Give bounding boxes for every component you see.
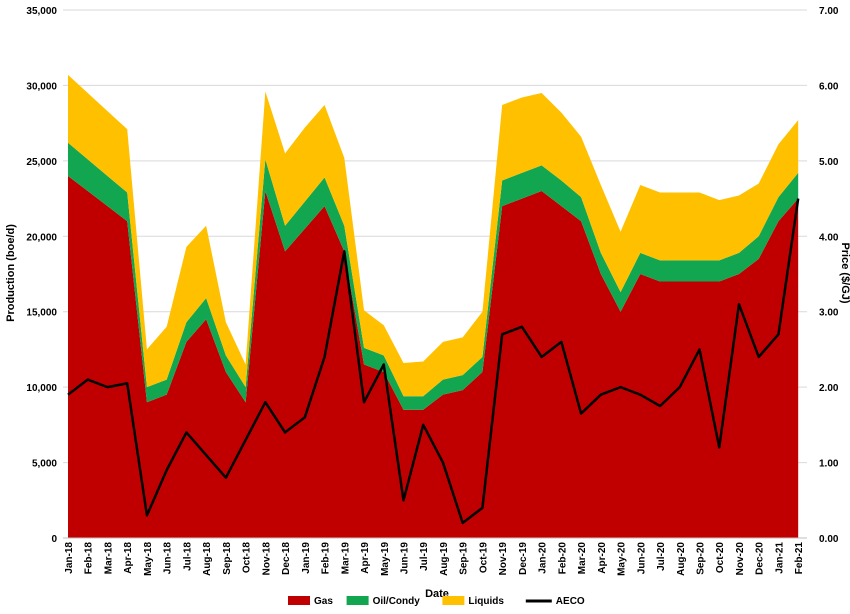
x-tick-label: Jul-20: [656, 542, 667, 571]
x-tick-label: Feb-18: [84, 542, 95, 575]
y-tick-label: 10,000: [26, 383, 57, 394]
y2-tick-label: 3.00: [819, 308, 839, 319]
x-tick-label: Aug-18: [202, 542, 213, 576]
x-tick-label: May-18: [143, 542, 154, 576]
x-tick-label: Apr-19: [360, 542, 371, 574]
x-axis-ticks: Jan-18 Feb-18 Mar-18 Apr-18 May-18 Jun-18 Jul-…: [63, 537, 807, 576]
y2-tick-label: 7.00: [819, 6, 839, 17]
area-oil-condy: [68, 142, 799, 410]
x-tick-label: May-20: [617, 542, 628, 576]
x-tick-label: Mar-18: [103, 542, 114, 575]
left-axis-ticks: 0 5,000 10,000 15,000 20,000 25,000 30,000 35,0…: [26, 6, 57, 545]
x-tick-label: Jan-19: [301, 542, 312, 574]
x-tick-label: Nov-19: [498, 542, 509, 576]
x-tick-label: Dec-18: [281, 542, 292, 575]
y2-tick-label: 2.00: [819, 383, 839, 394]
x-tick-label: Feb-20: [557, 542, 568, 575]
x-tick-label: Apr-20: [597, 542, 608, 574]
y2-axis-title: Price ($/GJ): [839, 242, 850, 303]
legend-swatch-gas: [288, 596, 310, 605]
aeco-price-line: [67, 198, 800, 525]
line-aeco: [67, 198, 800, 525]
x-tick-label: Nov-18: [261, 542, 272, 576]
y-axis-title: Production (boe/d): [5, 224, 17, 322]
right-axis-ticks: 0.00 1.00 2.00 3.00 4.00 5.00 6.00 7.00: [819, 6, 839, 545]
x-tick-label: Jun-19: [399, 542, 410, 575]
y-tick-label: 30,000: [26, 81, 57, 92]
x-tick-label: Jul-19: [419, 542, 430, 571]
y-tick-label: 5,000: [32, 459, 57, 470]
x-tick-label: May-19: [380, 542, 391, 576]
x-tick-label: Dec-20: [755, 542, 766, 575]
x-tick-label: Feb-19: [321, 542, 332, 575]
x-tick-label: Oct-18: [242, 542, 253, 574]
x-tick-label: Feb-21: [794, 542, 805, 575]
y-tick-label: 25,000: [26, 157, 57, 168]
x-tick-label: Mar-19: [340, 542, 351, 575]
legend-label-gas: Gas: [314, 596, 333, 607]
x-tick-label: Jul-18: [182, 542, 193, 571]
y-tick-label: 0: [51, 534, 57, 545]
x-tick-label: Dec-19: [518, 542, 529, 575]
legend-swatch-oil-condy: [346, 596, 369, 605]
stacked-areas: [68, 74, 799, 538]
legend-swatch-liquids: [442, 596, 465, 605]
x-tick-label: Jan-21: [774, 542, 785, 574]
x-tick-label: Jan-20: [538, 542, 549, 574]
x-tick-label: Aug-19: [439, 542, 450, 576]
x-tick-label: Mar-20: [577, 542, 588, 575]
x-tick-label: Jun-18: [163, 542, 174, 575]
x-tick-label: Aug-20: [676, 542, 687, 576]
x-tick-label: Sep-18: [222, 542, 233, 575]
x-tick-label: Apr-18: [123, 542, 134, 574]
area-liquids: [68, 74, 799, 397]
y2-tick-label: 6.00: [819, 81, 839, 92]
y2-tick-label: 4.00: [819, 232, 839, 243]
y-tick-label: 20,000: [26, 232, 57, 243]
legend-label-aeco: AECO: [556, 596, 585, 607]
y2-tick-label: 5.00: [819, 157, 839, 168]
x-tick-label: Oct-20: [715, 542, 726, 574]
x-tick-label: Jan-18: [64, 542, 75, 574]
x-tick-label: Nov-20: [735, 542, 746, 576]
legend-label-oil-condy: Oil/Condy: [373, 596, 421, 607]
x-tick-label: Oct-19: [478, 542, 489, 574]
legend: Gas Oil/Condy Liquids AECO: [288, 596, 585, 607]
x-tick-label: Sep-19: [459, 542, 470, 575]
x-tick-label: Jun-20: [636, 542, 647, 575]
legend-label-liquids: Liquids: [468, 596, 504, 607]
area-gas: [68, 175, 799, 538]
x-tick-label: Sep-20: [696, 542, 707, 575]
y2-tick-label: 1.00: [819, 459, 839, 470]
y2-tick-label: 0.00: [819, 534, 839, 545]
y-tick-label: 15,000: [26, 308, 57, 319]
y-tick-label: 35,000: [26, 6, 57, 17]
